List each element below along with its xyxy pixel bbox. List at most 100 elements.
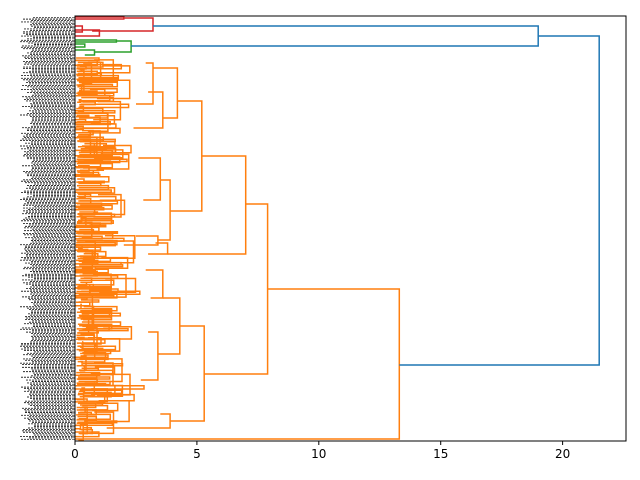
orange-leaf-merge [78, 103, 130, 109]
orange-leaf-merge [76, 231, 119, 235]
orange-branch-merge [96, 65, 131, 74]
orange-branch-merge [78, 68, 85, 94]
orange-branch-merge [81, 139, 92, 157]
orange-merge-7-0 [167, 155, 247, 255]
top-merge-red-green [131, 25, 539, 47]
orange-branch-merge [97, 373, 131, 396]
orange-leaf-merge [75, 239, 118, 246]
orange-branch-merge [99, 277, 137, 293]
orange-leaf-merge [78, 96, 115, 103]
orange-branch-merge [81, 221, 93, 238]
orange-branch-merge [94, 149, 124, 159]
orange-leaf-merge [80, 327, 129, 332]
orange-branch-merge [85, 61, 102, 82]
orange-merge-3-4 [123, 235, 159, 246]
green-leaf-merge [75, 43, 86, 48]
orange-branch-merge [79, 355, 87, 372]
x-tick-label: 20 [555, 447, 570, 461]
green-leaf-merge [75, 49, 96, 56]
orange-branch-merge [90, 59, 115, 81]
orange-branch-merge [89, 308, 113, 321]
orange-branch-merge [81, 249, 94, 269]
x-tick-label: 15 [433, 447, 448, 461]
orange-leaf-merge [76, 178, 85, 183]
x-tick-label: 5 [193, 447, 201, 461]
orange-merge-3-6 [145, 269, 164, 299]
orange-leaf-merge [77, 127, 121, 134]
orange-branch-merge [83, 136, 98, 162]
orange-branch-merge [83, 240, 96, 258]
orange-branch-merge [81, 63, 93, 85]
orange-cluster-branches [75, 57, 145, 441]
orange-merge-3-8 [148, 242, 169, 255]
x-axis: 0 5 10 15 20 [71, 441, 570, 461]
orange-branch-merge [90, 411, 115, 435]
orange-leaf-merge [78, 257, 112, 263]
orange-leaf-merge [75, 268, 109, 274]
orange-branch-merge [82, 333, 95, 344]
orange-branch-merge [92, 338, 121, 352]
orange-branch-merge [82, 305, 95, 331]
orange-leaf-merge [76, 360, 83, 367]
orange-branch-merge [92, 402, 119, 412]
orange-branch-merge [82, 142, 96, 158]
red-cluster-top-merge [92, 17, 154, 32]
orange-branch-merge [98, 240, 135, 264]
orange-leaf-merge [76, 114, 90, 118]
x-tick-label: 10 [311, 447, 326, 461]
orange-branch-merge [97, 144, 132, 154]
orange-merge-3-5 [138, 157, 162, 201]
orange-leaf-merge [77, 99, 82, 103]
orange-merge-3-9 [157, 179, 171, 241]
orange-merge-4-2 [153, 67, 179, 119]
orange-leaf-merge [76, 63, 123, 70]
orange-merge-3-6b [133, 91, 164, 129]
orange-leaf-merge [75, 424, 82, 430]
orange-merge-3-9b [106, 413, 171, 429]
orange-leaf-merge [78, 290, 141, 296]
green-leaf-merge [75, 39, 118, 43]
orange-leaf-merge [75, 189, 112, 194]
orange-branch-merge [90, 366, 116, 375]
orange-branch-merge [86, 88, 106, 97]
orange-branch-merge [79, 217, 87, 227]
orange-branch-merge [93, 193, 122, 218]
leaf-label-column [20, 17, 75, 440]
orange-leaf-merge [78, 217, 113, 222]
orange-leaf-merge [77, 187, 116, 194]
orange-merge-3-2 [136, 62, 154, 105]
red-leaf-merge [75, 29, 101, 37]
orange-leaf-merge [79, 264, 124, 268]
orange-merge-4-3 [157, 297, 181, 355]
orange-branch-merge [95, 274, 127, 298]
orange-branch-merge [82, 251, 96, 261]
orange-leaf-merge [76, 422, 114, 426]
orange-branch-merge [88, 112, 109, 132]
plot-area-frame [74, 15, 627, 442]
orange-leaf-merge [80, 275, 119, 279]
orange-leaf-merge [77, 83, 114, 88]
orange-branch-merge [79, 413, 88, 435]
orange-branch-merge [93, 100, 122, 121]
orange-branch-merge [90, 115, 116, 125]
orange-branch-merge [78, 424, 84, 441]
orange-leaf-merge [75, 301, 91, 307]
orange-branch-merge [96, 256, 129, 269]
orange-merge-5-3 [170, 325, 205, 422]
dendrogram-links [75, 16, 600, 440]
orange-leaf-merge [77, 279, 115, 286]
orange-branch-merge [89, 212, 113, 225]
x-tick-label: 0 [71, 447, 79, 461]
orange-merge-7-9 [204, 203, 269, 375]
orange-leaf-merge [76, 286, 112, 290]
orange-branch-merge [87, 388, 109, 403]
orange-branch-merge [96, 79, 131, 100]
orange-branch-merge [93, 384, 124, 397]
red-leaf-merge [75, 25, 84, 33]
orange-branch-merge [96, 153, 130, 170]
orange-merge-3-4b [140, 331, 159, 381]
orange-branch-merge [94, 199, 126, 216]
orange-cluster-top-merge [75, 288, 401, 440]
root-merge [399, 35, 600, 366]
